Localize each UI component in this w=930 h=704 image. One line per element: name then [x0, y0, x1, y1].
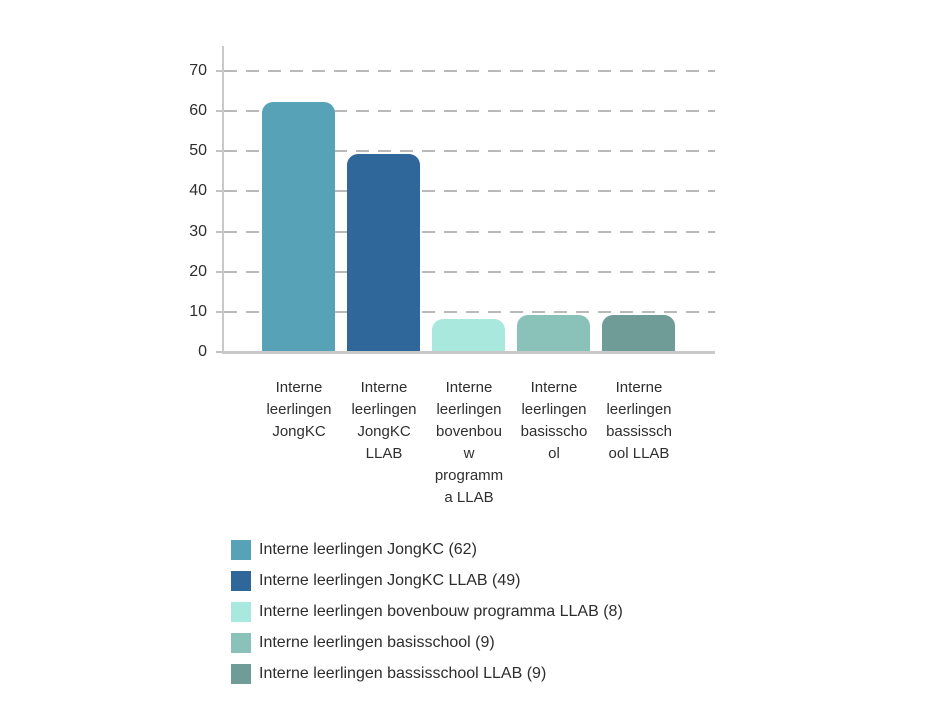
legend-swatch [231, 540, 251, 560]
y-gridline [224, 110, 715, 112]
y-axis-label: 40 [189, 182, 207, 199]
legend-label: Interne leerlingen JongKC LLAB (49) [259, 572, 521, 589]
y-tick [216, 311, 222, 313]
x-axis-label: Interne leerlingen JongKC [266, 379, 332, 440]
y-axis-label: 50 [189, 142, 207, 159]
legend-item: Interne leerlingen JongKC (62) [231, 540, 623, 560]
legend: Interne leerlingen JongKC (62) Interne le… [231, 540, 623, 684]
y-gridline [224, 311, 715, 313]
y-tick [216, 351, 222, 353]
y-tick [216, 150, 222, 152]
y-gridline [224, 70, 715, 72]
bar [602, 315, 675, 351]
legend-swatch [231, 571, 251, 591]
bar [262, 102, 335, 351]
legend-label: Interne leerlingen bovenbouw programma L… [259, 603, 623, 620]
legend-item: Interne leerlingen JongKC LLAB (49) [231, 571, 623, 591]
legend-item: Interne leerlingen basisschool (9) [231, 633, 623, 653]
y-tick [216, 231, 222, 233]
y-tick [216, 190, 222, 192]
legend-swatch [231, 602, 251, 622]
y-gridline [224, 150, 715, 152]
y-gridline [224, 271, 715, 273]
y-tick [216, 110, 222, 112]
y-tick [216, 271, 222, 273]
y-axis-label: 0 [198, 343, 207, 360]
legend-item: Interne leerlingen bassisschool LLAB (9) [231, 664, 623, 684]
bar [432, 319, 505, 351]
bar [347, 154, 420, 351]
legend-label: Interne leerlingen basisschool (9) [259, 634, 495, 651]
x-axis-label: Interne leerlingen JongKC LLAB [351, 379, 417, 462]
y-gridline [224, 190, 715, 192]
legend-swatch [231, 633, 251, 653]
legend-item: Interne leerlingen bovenbouw programma L… [231, 602, 623, 622]
y-axis-label: 20 [189, 263, 207, 280]
y-gridline [224, 231, 715, 233]
y-axis-line [222, 46, 224, 354]
x-axis-line [222, 351, 715, 354]
x-axis-label: Interne leerlingen bovenbou w programm a… [434, 379, 504, 506]
y-axis-label: 60 [189, 102, 207, 119]
y-axis-label: 10 [189, 303, 207, 320]
y-tick [216, 70, 222, 72]
y-axis-label: 70 [189, 62, 207, 79]
x-axis-label: Interne leerlingen basisscho ol [520, 379, 588, 462]
x-axis-label: Interne leerlingen bassissch ool LLAB [606, 379, 672, 462]
y-axis-label: 30 [189, 223, 207, 240]
legend-label: Interne leerlingen bassisschool LLAB (9) [259, 665, 547, 682]
legend-swatch [231, 664, 251, 684]
bar [517, 315, 590, 351]
legend-label: Interne leerlingen JongKC (62) [259, 541, 477, 558]
